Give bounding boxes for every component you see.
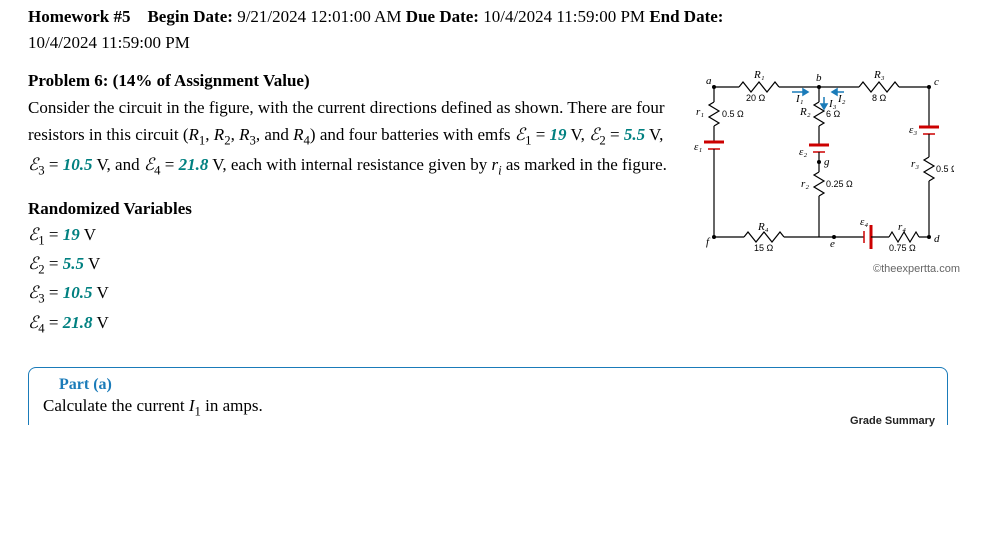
node-d: d [934, 233, 940, 245]
end-date: 10/4/2024 11:59:00 PM [28, 33, 190, 52]
label-E3: ε₃ [909, 124, 917, 136]
label-r1: r₁ [696, 106, 704, 118]
value-R1: 20 Ω [746, 93, 766, 103]
circuit-figure: a b c d e f g R₁ 20 Ω R₃ 8 Ω R₂ 6 Ω R₄ 1… [684, 67, 964, 339]
part-a-box: Part (a) Calculate the current I1 in amp… [28, 367, 948, 425]
part-label: Part (a) [59, 376, 933, 394]
var-e4: ℰ4 = 21.8 V [28, 310, 674, 339]
label-I1: I₁ [795, 93, 804, 105]
label-E2: ε₂ [799, 146, 807, 158]
part-question: Calculate the current I1 in amps. [43, 396, 933, 419]
node-c: c [934, 76, 939, 88]
label-I2: I₂ [837, 93, 846, 105]
label-I3: I₃ [828, 98, 837, 110]
label-E4: ε₄ [860, 216, 868, 228]
node-g: g [824, 156, 830, 168]
node-b: b [816, 72, 822, 84]
due-label: Due Date: [406, 7, 479, 26]
value-r2: 0.25 Ω [826, 179, 853, 189]
value-R4: 15 Ω [754, 243, 774, 253]
credit-text: ©theexpertta.com [873, 263, 960, 275]
label-R3: R₃ [873, 69, 885, 81]
node-f: f [706, 236, 711, 248]
node-a: a [706, 75, 712, 87]
hw-label: Homework #5 [28, 7, 130, 26]
label-R2: R₂ [799, 106, 811, 118]
value-r4: 0.75 Ω [889, 243, 916, 253]
label-r4: r₄ [898, 221, 906, 233]
node-e: e [830, 238, 835, 250]
label-R4: R₄ [757, 221, 769, 233]
value-R3: 8 Ω [872, 93, 887, 103]
problem-text-column: Problem 6: (14% of Assignment Value) Con… [28, 67, 674, 339]
var-e2: ℰ2 = 5.5 V [28, 251, 674, 280]
value-R2: 6 Ω [826, 109, 841, 119]
begin-label: Begin Date: [147, 7, 232, 26]
value-r3: 0.5 Ω [936, 164, 954, 174]
assignment-header: Homework #5 Begin Date: 9/21/2024 12:01:… [28, 4, 964, 55]
problem-body: Consider the circuit in the figure, with… [28, 94, 674, 181]
grade-summary-label: Grade Summary [850, 415, 935, 427]
randomized-variables-title: Randomized Variables [28, 195, 674, 222]
problem-title: Problem 6: (14% of Assignment Value) [28, 67, 674, 94]
end-label: End Date: [649, 7, 723, 26]
circuit-svg: a b c d e f g R₁ 20 Ω R₃ 8 Ω R₂ 6 Ω R₄ 1… [684, 67, 954, 257]
label-r3: r₃ [911, 158, 919, 170]
label-E1: ε₁ [694, 141, 702, 153]
label-r2: r₂ [801, 178, 809, 190]
var-e3: ℰ3 = 10.5 V [28, 280, 674, 309]
var-e1: ℰ1 = 19 V [28, 222, 674, 251]
begin-date: 9/21/2024 12:01:00 AM [237, 7, 401, 26]
value-r1: 0.5 Ω [722, 109, 744, 119]
label-R1: R₁ [753, 69, 765, 81]
due-date: 10/4/2024 11:59:00 PM [483, 7, 645, 26]
